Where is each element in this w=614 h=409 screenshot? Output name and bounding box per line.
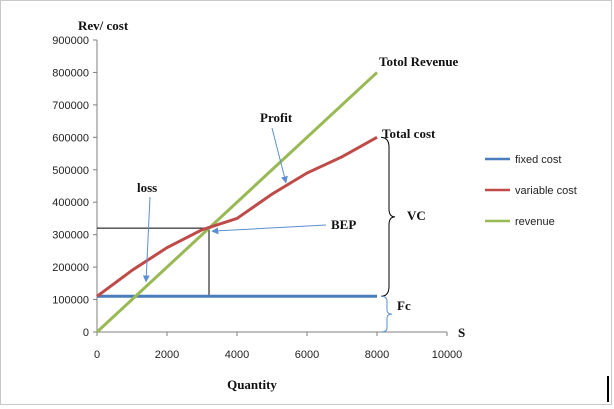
cost-brackets	[380, 136, 396, 333]
total-revenue-label: Totol Revenue	[379, 54, 459, 69]
window-edge-mark	[607, 376, 609, 402]
vc-brace	[380, 136, 396, 297]
loss-arrow	[142, 196, 151, 283]
loss-label: loss	[137, 180, 157, 195]
x-tick-label: 4000	[225, 349, 249, 361]
x-tick-label: 10000	[432, 349, 463, 361]
y-tick-label: 500000	[52, 165, 89, 177]
x-tick-label: 6000	[295, 349, 319, 361]
annotation-arrows	[142, 127, 327, 283]
revenue-line	[95, 71, 379, 334]
x-tick-label: 0	[94, 349, 100, 361]
x-axis-end-label: S	[458, 325, 465, 340]
y-tick-label: 300000	[52, 230, 89, 242]
fc-label: Fc	[397, 298, 411, 313]
profit-arrow	[271, 127, 288, 184]
y-tick-label: 800000	[52, 67, 89, 79]
variable-cost-line	[96, 136, 378, 298]
y-tick-label: 700000	[52, 100, 89, 112]
fc-brace	[380, 295, 393, 333]
x-tick-label: 8000	[365, 349, 389, 361]
y-tick-label: 200000	[52, 262, 89, 274]
y-tick-label: 900000	[52, 35, 89, 47]
bep-arrow	[211, 224, 327, 235]
legend: fixed cost variable cost revenue	[485, 154, 577, 228]
profit-label: Profit	[260, 110, 293, 125]
legend-item-variable-cost: variable cost	[485, 185, 577, 197]
legend-label-revenue: revenue	[515, 216, 555, 228]
y-axis-title: Rev/ cost	[78, 18, 129, 33]
total-cost-label: Total cost	[382, 126, 436, 141]
legend-item-fixed-cost: fixed cost	[485, 154, 561, 166]
y-axis-ticks: 0 100000 200000 300000 400000 500000 600000 700…	[52, 35, 97, 339]
legend-label-variable-cost: variable cost	[515, 185, 577, 197]
y-tick-label: 100000	[52, 295, 89, 307]
legend-label-fixed-cost: fixed cost	[515, 154, 561, 166]
series-lines	[95, 71, 379, 334]
vc-label: VC	[407, 208, 426, 223]
y-tick-label: 0	[83, 327, 89, 339]
bep-guide-lines	[97, 227, 210, 297]
x-axis-title: Quantity	[227, 377, 277, 392]
x-axis-ticks: 0 2000 4000 6000 8000 10000	[94, 332, 462, 361]
x-tick-label: 2000	[155, 349, 179, 361]
legend-item-revenue: revenue	[485, 216, 555, 228]
y-tick-label: 600000	[52, 132, 89, 144]
y-tick-label: 400000	[52, 197, 89, 209]
bep-label: BEP	[331, 217, 356, 232]
